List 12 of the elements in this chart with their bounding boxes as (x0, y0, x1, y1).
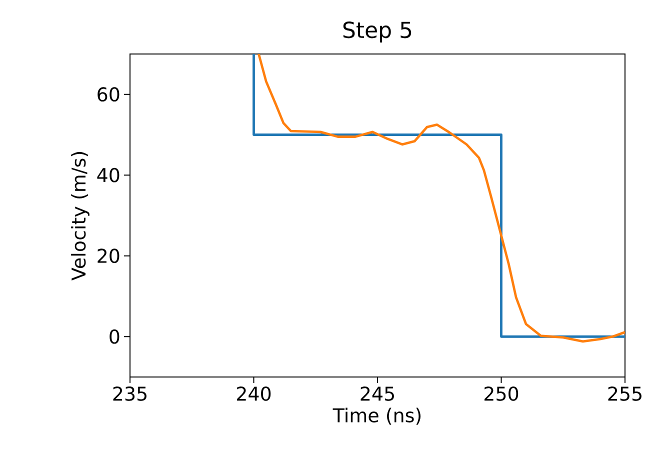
x-tick-label: 255 (608, 386, 642, 401)
chart-title: Step 5 (343, 22, 412, 42)
x-tick-label: 245 (360, 386, 394, 401)
x-axis-title: Time (ns) (332, 408, 421, 425)
y-tick-label: 40 (97, 168, 120, 182)
y-axis-title: Velocity (m/s) (71, 152, 90, 280)
x-tick-label: 240 (237, 386, 271, 401)
y-tick-label: 60 (98, 87, 120, 102)
x-tick-label: 250 (484, 386, 518, 401)
y-tick-label: 20 (98, 248, 120, 264)
y-tick-label: 0 (110, 329, 120, 344)
x-tick-label: 235 (113, 386, 146, 401)
